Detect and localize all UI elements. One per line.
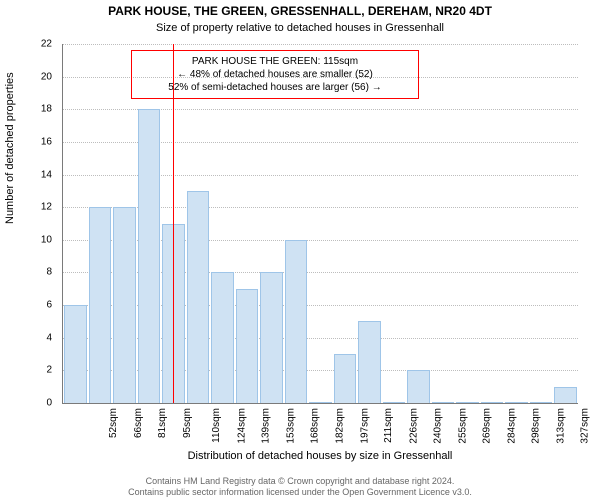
footer: Contains HM Land Registry data © Crown c… bbox=[0, 476, 600, 499]
chart-title: PARK HOUSE, THE GREEN, GRESSENHALL, DERE… bbox=[0, 4, 600, 18]
annotation-line-2: ← 48% of detached houses are smaller (52… bbox=[140, 68, 410, 81]
x-tick: 269sqm bbox=[482, 408, 493, 444]
bar bbox=[236, 289, 259, 403]
y-tick: 0 bbox=[46, 398, 52, 409]
x-tick: 52sqm bbox=[108, 408, 119, 438]
bar bbox=[187, 191, 210, 403]
y-tick: 10 bbox=[41, 234, 52, 245]
y-tick: 12 bbox=[41, 202, 52, 213]
x-tick: 313sqm bbox=[555, 408, 566, 444]
x-tick: 139sqm bbox=[261, 408, 272, 444]
x-tick: 197sqm bbox=[359, 408, 370, 444]
x-tick: 211sqm bbox=[383, 408, 394, 443]
x-tick: 110sqm bbox=[211, 408, 222, 443]
bar bbox=[138, 109, 161, 403]
x-tick: 240sqm bbox=[433, 408, 444, 444]
x-tick: 298sqm bbox=[531, 408, 542, 444]
bar bbox=[554, 387, 577, 403]
y-tick: 4 bbox=[46, 332, 52, 343]
y-tick: 6 bbox=[46, 300, 52, 311]
chart-subtitle: Size of property relative to detached ho… bbox=[0, 22, 600, 34]
annotation-line-1: PARK HOUSE THE GREEN: 115sqm bbox=[140, 55, 410, 68]
x-tick: 284sqm bbox=[506, 408, 517, 444]
footer-line-1: Contains HM Land Registry data © Crown c… bbox=[0, 476, 600, 487]
bar bbox=[211, 272, 234, 403]
y-tick: 20 bbox=[41, 71, 52, 82]
chart-container: { "chart": { "type": "histogram", "title… bbox=[0, 0, 600, 500]
x-tick: 81sqm bbox=[157, 408, 168, 438]
bar bbox=[432, 402, 455, 403]
bar bbox=[505, 402, 528, 403]
x-axis-label: Distribution of detached houses by size … bbox=[62, 450, 578, 462]
x-tick: 327sqm bbox=[580, 408, 591, 444]
bar bbox=[456, 402, 479, 403]
bar bbox=[334, 354, 357, 403]
x-tick: 255sqm bbox=[457, 408, 468, 444]
y-tick: 16 bbox=[41, 136, 52, 147]
x-tick: 168sqm bbox=[310, 408, 321, 444]
y-tick: 18 bbox=[41, 104, 52, 115]
plot-area: PARK HOUSE THE GREEN: 115sqm ← 48% of de… bbox=[62, 44, 578, 404]
y-tick: 14 bbox=[41, 169, 52, 180]
footer-line-2: Contains public sector information licen… bbox=[0, 487, 600, 498]
y-tick: 8 bbox=[46, 267, 52, 278]
bar bbox=[64, 305, 87, 403]
bar bbox=[113, 207, 136, 403]
x-tick: 153sqm bbox=[286, 408, 297, 444]
bar bbox=[89, 207, 112, 403]
bar bbox=[530, 402, 553, 403]
annotation-line-3: 52% of semi-detached houses are larger (… bbox=[140, 81, 410, 94]
x-tick: 95sqm bbox=[182, 408, 193, 438]
x-tick: 124sqm bbox=[236, 408, 247, 444]
y-tick: 22 bbox=[41, 39, 52, 50]
y-axis-ticks: 0246810121416182022 bbox=[0, 44, 58, 404]
bar bbox=[358, 321, 381, 403]
bar bbox=[383, 402, 406, 403]
bar bbox=[260, 272, 283, 403]
bar bbox=[407, 370, 430, 403]
x-axis-ticks: 52sqm 66sqm 81sqm 95sqm 110sqm 124sqm 139sqm 15… bbox=[62, 404, 578, 452]
x-tick: 226sqm bbox=[408, 408, 419, 444]
y-tick: 2 bbox=[46, 365, 52, 376]
bar bbox=[481, 402, 504, 403]
bar bbox=[285, 240, 308, 403]
bar bbox=[309, 402, 332, 403]
annotation-box: PARK HOUSE THE GREEN: 115sqm ← 48% of de… bbox=[131, 50, 419, 99]
x-tick: 182sqm bbox=[335, 408, 346, 444]
x-tick: 66sqm bbox=[133, 408, 144, 438]
